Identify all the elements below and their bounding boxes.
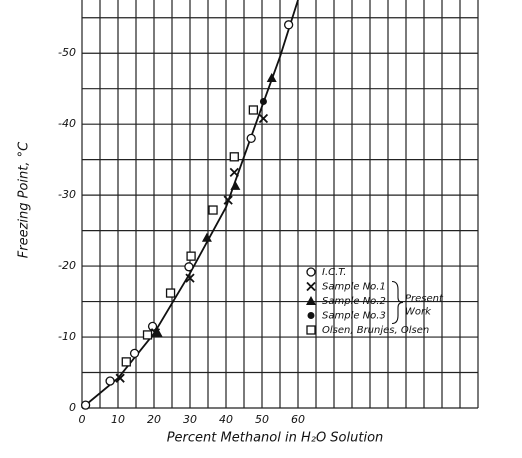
x-tick-label: 10 <box>111 413 125 426</box>
legend-label: Olsen, Brunjes, Olsen <box>322 325 429 336</box>
x-tick-label: 20 <box>147 413 161 426</box>
point-x <box>115 373 125 383</box>
point-square <box>229 152 239 162</box>
y-tick-label: -20 <box>58 259 76 272</box>
point-circle <box>105 376 115 386</box>
point-square <box>248 105 259 115</box>
point-x <box>223 195 233 205</box>
point-dot <box>307 312 315 319</box>
point-circle <box>184 262 194 272</box>
annotation: Present <box>405 294 444 305</box>
point-x <box>185 273 195 283</box>
point-x <box>258 113 269 124</box>
point-circle <box>80 400 91 410</box>
point-square <box>186 251 196 261</box>
legend-label: Sample No.2 <box>322 296 386 307</box>
x-tick-label: 60 <box>291 413 305 426</box>
y-tick-label: -30 <box>58 188 76 201</box>
point-triangle <box>152 327 163 337</box>
point-x <box>229 167 239 178</box>
point-circle <box>306 267 316 277</box>
x-axis-label: Percent Methanol in H₂O Solution <box>167 431 384 446</box>
y-tick-label: -40 <box>58 117 76 130</box>
point-square <box>208 205 218 215</box>
x-tick-label: 50 <box>255 413 269 426</box>
point-square <box>306 325 316 335</box>
point-triangle <box>201 232 212 242</box>
point-dot <box>259 97 267 105</box>
legend-label: I.C.T. <box>322 267 346 278</box>
annotation: Work <box>405 307 432 318</box>
point-square <box>142 330 153 340</box>
point-circle <box>246 133 256 144</box>
point-triangle <box>266 73 277 83</box>
point-triangle <box>230 180 241 190</box>
point-square <box>165 288 176 298</box>
point-square <box>121 357 131 367</box>
legend-label: Sample No.1 <box>322 282 386 293</box>
y-tick-label: 0 <box>69 401 76 414</box>
bracket <box>391 280 404 325</box>
point-triangle <box>306 296 316 305</box>
x-tick-label: 40 <box>219 413 233 426</box>
y-tick-label: -10 <box>58 330 76 343</box>
point-circle <box>129 348 140 359</box>
y-tick-label: -50 <box>58 46 76 59</box>
y-axis-label: Freezing Point, °C <box>17 141 32 258</box>
point-x <box>306 281 316 292</box>
point-circle <box>283 20 294 30</box>
x-tick-label: 30 <box>183 413 197 426</box>
x-tick-label: 0 <box>79 413 86 426</box>
legend-label: Sample No.3 <box>322 311 386 322</box>
